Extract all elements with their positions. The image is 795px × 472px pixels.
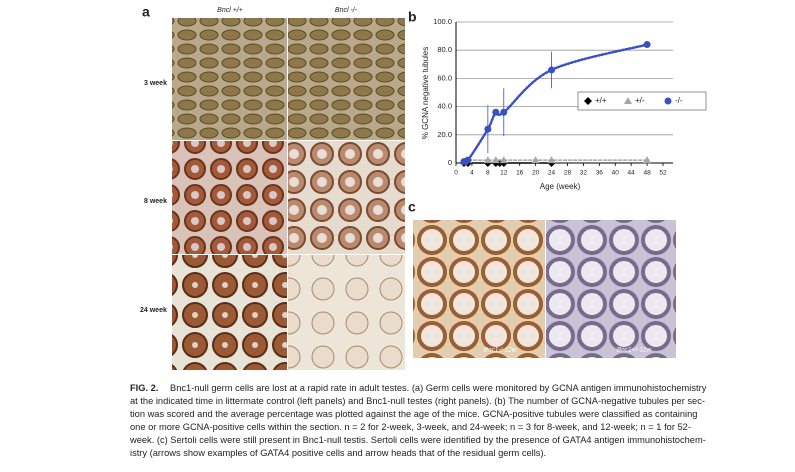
marker: [492, 108, 500, 116]
x-tick-label: 8: [486, 170, 490, 177]
marker: [500, 108, 508, 116]
caption-line: Bnc1-null germ cells are lost at a rapid…: [170, 383, 707, 393]
panel-letter: c: [408, 199, 416, 215]
caption-label: FIG. 2.: [130, 383, 158, 393]
marker: [643, 156, 652, 164]
column-label: Bncl -/-: [335, 7, 358, 14]
x-tick-label: 24: [548, 170, 556, 177]
legend-marker: [664, 97, 672, 105]
micrograph: [172, 18, 287, 140]
x-tick-label: 20: [532, 170, 540, 177]
x-tick-label: 32: [580, 170, 588, 177]
micrograph: [172, 255, 287, 370]
marker: [483, 156, 492, 164]
column-label: Bncl +/+: [217, 7, 243, 14]
micrograph: [413, 220, 545, 358]
panel-b: b % GCNA negative tubules Age (week) 0 20…: [408, 9, 707, 191]
caption-line: istry (arrows show examples of GATA4 pos…: [130, 448, 546, 458]
x-tick-label: 36: [596, 170, 604, 177]
y-tick-label: 100.0: [433, 17, 452, 26]
panel-letter: a: [142, 4, 150, 20]
micrograph: [172, 141, 287, 254]
caption-line: tion was scored and the average percenta…: [130, 409, 697, 419]
marker: [548, 66, 556, 74]
marker: [499, 156, 508, 164]
legend-label: +/-: [635, 96, 645, 105]
x-tick-label: 12: [500, 170, 508, 177]
legend-marker: [624, 97, 632, 104]
micrograph: [288, 18, 405, 140]
series-line: [463, 159, 648, 163]
x-tick-label: 52: [659, 170, 667, 177]
micrograph-label: Bnc1+/-12w: [617, 347, 653, 354]
x-tick-label: 44: [628, 170, 636, 177]
marker: [491, 156, 500, 164]
x-tick-label: 40: [612, 170, 620, 177]
marker: [643, 41, 651, 49]
row-label: 8 week: [144, 198, 167, 205]
legend-label: +/+: [595, 96, 607, 105]
micrograph-label: Bnc1-/-12w: [484, 347, 518, 354]
legend-box: [577, 91, 707, 111]
legend-label: -/-: [675, 96, 683, 105]
legend-marker: [584, 97, 592, 105]
marker: [531, 156, 540, 164]
panel-letter: b: [408, 9, 417, 25]
caption-line: one or more GCNA-positive cells within t…: [130, 422, 691, 432]
panel-c: c Bnc1-/-12w Bnc1+/-12w: [408, 199, 676, 358]
x-tick-label: 0: [454, 170, 458, 177]
micrograph: [288, 141, 405, 254]
caption-line: at the indicated time in littermate cont…: [130, 396, 705, 406]
marker: [464, 156, 472, 164]
x-tick-label: 48: [643, 170, 651, 177]
marker: [484, 125, 492, 133]
row-label: 24 week: [140, 307, 167, 314]
x-tick-label: 4: [470, 170, 474, 177]
y-tick-label: 40.0: [437, 102, 452, 111]
caption: FIG. 2. Bnc1-null germ cells are lost at…: [129, 383, 707, 458]
y-tick-label: 0: [448, 158, 452, 167]
micrograph: [546, 220, 676, 358]
micrograph: [288, 255, 405, 370]
x-tick-label: 28: [564, 170, 572, 177]
row-label: 3 week: [144, 80, 167, 87]
y-tick-label: 20.0: [437, 130, 452, 139]
caption-line: week. (c) Sertoli cells were still prese…: [129, 435, 706, 445]
marker: [547, 156, 556, 164]
y-axis-title: % GCNA negative tubules: [421, 47, 430, 140]
y-tick-label: 60.0: [437, 73, 452, 82]
x-tick-label: 16: [516, 170, 524, 177]
x-axis-title: Age (week): [540, 182, 581, 191]
y-tick-label: 80.0: [437, 45, 452, 54]
panel-a: a Bncl +/+ Bncl -/- 3 week 8 week 24 wee…: [140, 4, 405, 370]
